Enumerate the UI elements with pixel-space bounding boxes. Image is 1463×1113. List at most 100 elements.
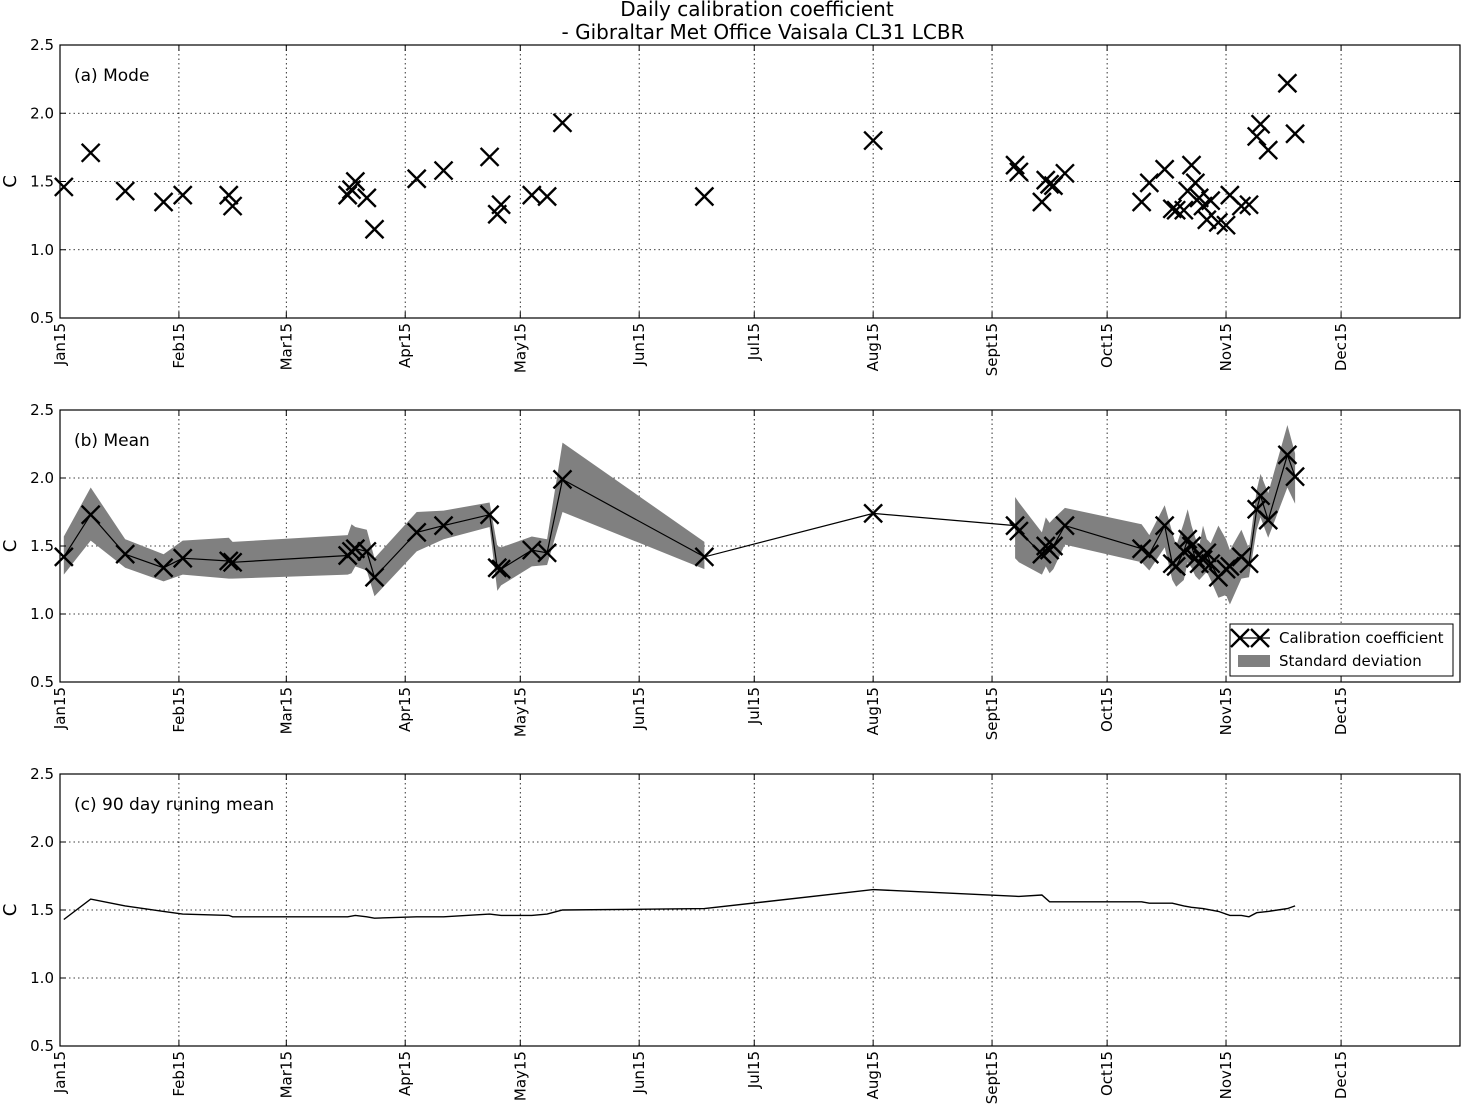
- figure-title-line-1: Daily calibration coefficient: [620, 0, 894, 21]
- mode-point: [1166, 200, 1187, 221]
- mode-point: [1231, 196, 1252, 216]
- mode-point: [1216, 215, 1236, 236]
- x-tick-label: Aug15: [864, 687, 882, 735]
- x-tick-label: Jul15: [745, 687, 763, 725]
- calibration-coefficient-point: [153, 557, 174, 578]
- legend-item: Standard deviation: [1238, 652, 1422, 670]
- calibration-coefficient-point: [172, 548, 193, 569]
- y-axis: 0.5 1.0 1.5 2.0 2.5: [30, 36, 1460, 327]
- calibration-coefficient-point: [222, 552, 243, 573]
- mode-point: [345, 171, 366, 192]
- mode-point: [1197, 209, 1217, 230]
- mode-point: [1239, 194, 1259, 215]
- legend-swatch: [1238, 655, 1270, 667]
- calibration-coefficient-point: [863, 503, 883, 524]
- x-tick-label: Apr15: [396, 687, 414, 732]
- y-tick-label: 0.5: [30, 1037, 54, 1055]
- std-dev-band: [1015, 425, 1296, 605]
- legend: Calibration coefficient Standard deviatio…: [1229, 623, 1454, 677]
- x-tick-label: Oct15: [1098, 323, 1116, 368]
- calibration-coefficient-point: [357, 541, 377, 562]
- mode-point: [153, 192, 174, 212]
- mode-point: [1039, 174, 1060, 195]
- legend-marker: [1230, 628, 1250, 648]
- x-tick-label: Aug15: [864, 1051, 882, 1099]
- x-tick-label: Jun15: [630, 687, 648, 731]
- x-tick-label: Dec15: [1332, 323, 1350, 371]
- panel-c-running-mean: 0.5 1.0 1.5 2.0 2.5 Jan15 Feb15 Mar15 Apr15 May15…: [0, 765, 1461, 1104]
- y-tick-label: 2.5: [30, 36, 54, 54]
- y-axis-label: C: [0, 175, 21, 188]
- mode-point: [1032, 192, 1052, 212]
- mode-point: [863, 130, 883, 151]
- figure-title-line-2: - Gibraltar Met Office Vaisala CL31 LCBR: [562, 20, 965, 44]
- legend-item: Calibration coefficient: [1230, 628, 1444, 648]
- mode-point: [1173, 200, 1194, 221]
- mode-point: [222, 196, 243, 216]
- mode-point: [1258, 140, 1279, 160]
- x-tick-label: Dec15: [1332, 687, 1350, 735]
- calibration-coefficient-point: [1009, 521, 1029, 541]
- x-tick-label: Jun15: [630, 1051, 648, 1095]
- y-tick-label: 1.0: [30, 605, 54, 623]
- x-tick-label: May15: [511, 687, 529, 737]
- x-tick-label: Jan15: [51, 1051, 69, 1094]
- std-dev-band: [63, 442, 705, 597]
- calibration-coefficient-point: [218, 551, 239, 571]
- calibration-coefficient-point: [1139, 544, 1160, 565]
- calibration-coefficient-point: [433, 515, 454, 536]
- axes-frame: [59, 44, 1461, 319]
- x-tick-label: Mar15: [277, 687, 295, 734]
- y-tick-label: 2.0: [30, 469, 54, 487]
- calibration-coefficient-point: [1250, 485, 1271, 506]
- calibration-coefficient-point: [53, 547, 74, 567]
- y-axis-label: C: [0, 904, 21, 917]
- mode-point: [1200, 190, 1221, 211]
- x-tick-label: Oct15: [1098, 687, 1116, 732]
- mode-point: [491, 194, 511, 215]
- x-axis: Jan15 Feb15 Mar15 Apr15 May15 Jun15 Jul15 Aug15…: [51, 410, 1350, 740]
- calibration-coefficient-point: [552, 469, 573, 490]
- calibration-coefficient-point: [537, 542, 557, 563]
- x-tick-label: Dec15: [1332, 1051, 1350, 1099]
- y-tick-label: 1.0: [30, 969, 54, 987]
- mode-point: [521, 185, 542, 205]
- calibration-coefficient-point: [115, 544, 136, 565]
- mode-point: [1181, 155, 1202, 175]
- calibration-coefficient-point: [1043, 536, 1064, 556]
- x-tick-label: Mar15: [277, 323, 295, 370]
- mode-point: [552, 112, 573, 133]
- calibration-coefficient-point: [80, 504, 101, 525]
- mode-point: [1246, 126, 1267, 147]
- mode-point: [364, 219, 385, 240]
- x-tick-label: Sept15: [983, 687, 1001, 740]
- mode-point: [1250, 114, 1271, 135]
- legend-label: Standard deviation: [1279, 652, 1422, 670]
- x-tick-label: Sept15: [983, 323, 1001, 376]
- y-tick-label: 2.5: [30, 401, 54, 419]
- calibration-coefficient-point: [1220, 556, 1240, 577]
- y-axis: 0.5 1.0 1.5 2.0 2.5: [30, 765, 1460, 1055]
- y-axis: 0.5 1.0 1.5 2.0 2.5: [30, 401, 1460, 691]
- mode-point: [1009, 162, 1029, 182]
- mode-point: [1131, 192, 1152, 212]
- calibration-coefficient-point: [479, 504, 500, 525]
- x-tick-label: Apr15: [396, 323, 414, 368]
- panel-label: (b) Mean: [74, 431, 150, 451]
- mode-point: [1005, 155, 1025, 175]
- y-tick-label: 0.5: [30, 673, 54, 691]
- x-tick-label: Jan15: [51, 323, 69, 366]
- mode-point: [1277, 73, 1298, 94]
- x-axis: Jan15 Feb15 Mar15 Apr15 May15 Jun15 Jul15 Aug15…: [51, 774, 1350, 1104]
- panel-label: (a) Mode: [74, 66, 149, 86]
- calibration-coefficient-point: [1277, 445, 1298, 465]
- gridlines: [60, 45, 1460, 318]
- gridlines: [60, 774, 1460, 1046]
- calibration-coefficient-point: [1181, 536, 1202, 556]
- y-tick-label: 0.5: [30, 309, 54, 327]
- legend-marker: [1250, 628, 1270, 648]
- calibration-coefficient-point: [1258, 510, 1279, 531]
- calibration-coefficient-point: [345, 538, 366, 559]
- panel-b-mean: 0.5 1.0 1.5 2.0 2.5 Jan15 Feb15 Mar15 Apr15 May15…: [0, 401, 1461, 740]
